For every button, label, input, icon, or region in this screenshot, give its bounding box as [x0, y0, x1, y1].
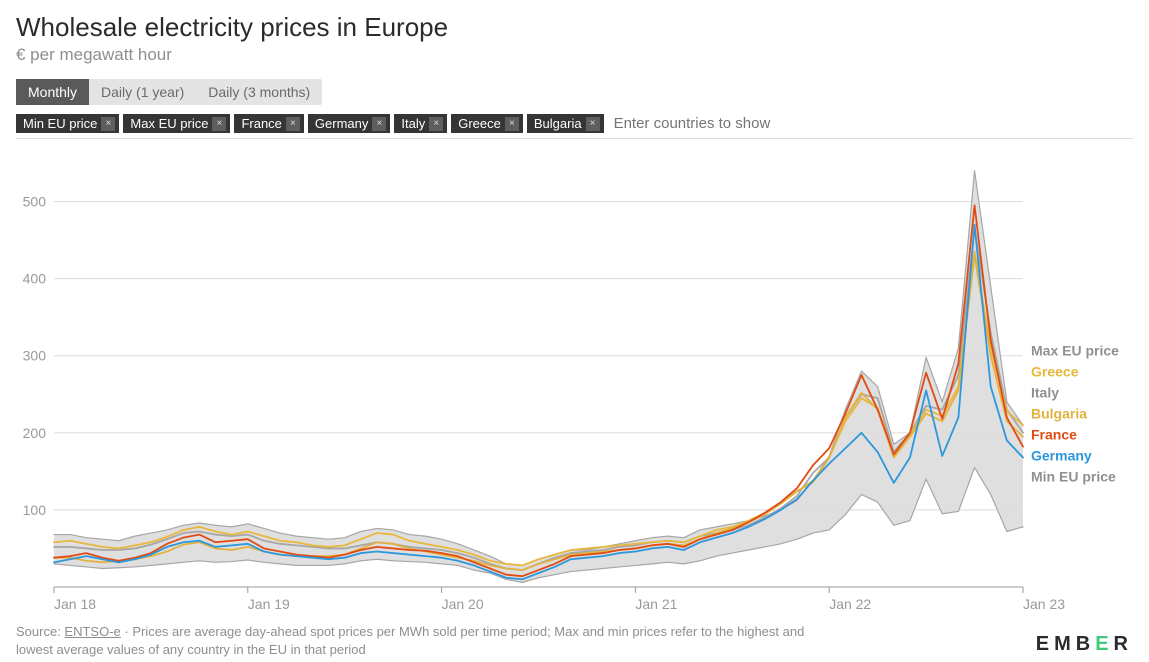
- close-icon[interactable]: ×: [286, 117, 300, 131]
- chip-label: France: [241, 116, 281, 131]
- ember-logo: EMBER: [1036, 631, 1133, 658]
- country-filter-input[interactable]: [608, 113, 1133, 134]
- svg-text:400: 400: [23, 271, 47, 287]
- svg-text:France: France: [1031, 427, 1077, 443]
- price-line-chart: 100 200 300 400 500 Jan 18 Jan 19 Jan 20 Jan 21 J…: [16, 147, 1133, 617]
- filter-chip-min-eu-price[interactable]: Min EU price ×: [16, 114, 119, 133]
- svg-text:Jan 21: Jan 21: [635, 596, 677, 612]
- filter-chip-italy[interactable]: Italy ×: [394, 114, 447, 133]
- svg-text:Jan 20: Jan 20: [442, 596, 484, 612]
- time-range-tabs: MonthlyDaily (1 year)Daily (3 months): [16, 79, 322, 105]
- filter-chip-bulgaria[interactable]: Bulgaria ×: [527, 114, 604, 133]
- page-title: Wholesale electricity prices in Europe: [16, 12, 1133, 43]
- svg-text:300: 300: [23, 348, 47, 364]
- source-link[interactable]: ENTSO-e: [64, 624, 120, 639]
- chip-label: Italy: [401, 116, 425, 131]
- chip-label: Germany: [315, 116, 368, 131]
- svg-text:Italy: Italy: [1031, 385, 1059, 401]
- svg-text:100: 100: [23, 502, 47, 518]
- country-filter-row: Min EU price×Max EU price×France×Germany…: [16, 113, 1133, 139]
- close-icon[interactable]: ×: [212, 117, 226, 131]
- source-note: Source: ENTSO-e · Prices are average day…: [16, 623, 836, 658]
- filter-chip-max-eu-price[interactable]: Max EU price ×: [123, 114, 230, 133]
- svg-text:500: 500: [23, 194, 47, 210]
- filter-chip-greece[interactable]: Greece ×: [451, 114, 523, 133]
- svg-text:200: 200: [23, 425, 47, 441]
- chip-label: Bulgaria: [534, 116, 582, 131]
- filter-chip-france[interactable]: France ×: [234, 114, 303, 133]
- chip-label: Greece: [458, 116, 501, 131]
- tab-daily-1-year-[interactable]: Daily (1 year): [89, 79, 196, 105]
- svg-text:Jan 19: Jan 19: [248, 596, 290, 612]
- page-subtitle: € per megawatt hour: [16, 45, 1133, 65]
- chart-footer: Source: ENTSO-e · Prices are average day…: [16, 623, 1133, 658]
- chip-label: Max EU price: [130, 116, 208, 131]
- close-icon[interactable]: ×: [101, 117, 115, 131]
- tab-daily-3-months-[interactable]: Daily (3 months): [196, 79, 322, 105]
- svg-text:Jan 18: Jan 18: [54, 596, 96, 612]
- chip-label: Min EU price: [23, 116, 97, 131]
- svg-text:Min EU price: Min EU price: [1031, 469, 1116, 485]
- svg-text:Jan 23: Jan 23: [1023, 596, 1065, 612]
- svg-text:Germany: Germany: [1031, 448, 1092, 464]
- close-icon[interactable]: ×: [429, 117, 443, 131]
- svg-text:Greece: Greece: [1031, 364, 1079, 380]
- close-icon[interactable]: ×: [586, 117, 600, 131]
- close-icon[interactable]: ×: [372, 117, 386, 131]
- close-icon[interactable]: ×: [505, 117, 519, 131]
- svg-text:Bulgaria: Bulgaria: [1031, 406, 1087, 422]
- filter-chip-germany[interactable]: Germany ×: [308, 114, 390, 133]
- svg-text:Max EU price: Max EU price: [1031, 343, 1119, 359]
- svg-text:Jan 22: Jan 22: [829, 596, 871, 612]
- tab-monthly[interactable]: Monthly: [16, 79, 89, 105]
